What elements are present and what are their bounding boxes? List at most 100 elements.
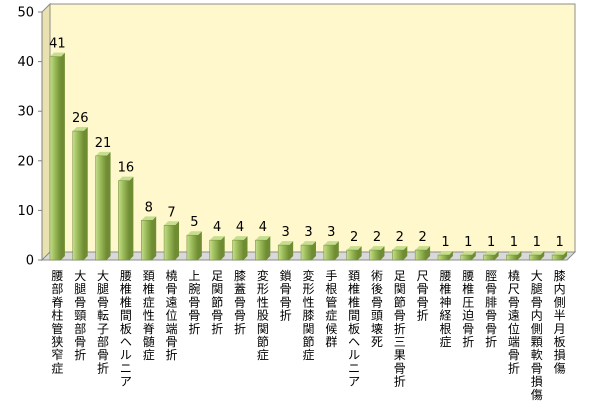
y-tick-label: 10	[17, 204, 34, 219]
category-label: 上腕骨骨折	[188, 269, 200, 336]
bar-side	[289, 241, 294, 260]
bar-side	[403, 246, 408, 260]
bar-side	[517, 251, 522, 260]
data-label: 5	[190, 215, 198, 230]
data-label: 21	[95, 136, 112, 151]
category-label: 腰椎神経根症	[439, 269, 451, 349]
y-tick-label: 20	[17, 154, 34, 169]
bar-side	[380, 246, 385, 260]
bar-top	[49, 52, 65, 57]
bar-front	[414, 249, 427, 261]
bar	[460, 251, 476, 261]
bar-top	[369, 246, 385, 251]
bar-front	[437, 254, 450, 261]
bar-top	[186, 231, 202, 236]
data-label: 3	[282, 225, 290, 240]
bar-top	[460, 251, 476, 256]
bars	[49, 52, 568, 261]
bar-front	[323, 244, 336, 261]
bar	[186, 231, 202, 261]
data-label: 2	[350, 230, 358, 245]
bar-front	[186, 234, 199, 261]
bar-top	[323, 241, 339, 246]
bar-front	[232, 239, 244, 261]
category-label: 橈骨遠位端骨折	[166, 269, 178, 362]
bar-top	[392, 246, 408, 251]
category-label: 腰椎圧迫骨折	[462, 269, 474, 349]
bar-top	[346, 246, 362, 251]
category-label: 術後骨頭壊死	[371, 269, 383, 349]
y-tick-label: 0	[26, 254, 34, 269]
bar-top	[437, 251, 453, 256]
bar-side	[494, 251, 499, 260]
bar	[346, 246, 362, 261]
category-labels: 腰部脊柱管狭窄症大腿骨頸部骨折大腿骨転子部骨折腰椎椎間板ヘルニア頚椎症性脊髄症橈…	[51, 268, 565, 402]
bar-front	[506, 254, 518, 261]
data-label: 4	[259, 220, 267, 235]
category-label: 足関節骨折	[211, 269, 223, 336]
bar	[300, 241, 316, 261]
y-axis: 0 10 20 30 40 50	[17, 6, 43, 269]
bar	[483, 251, 499, 261]
bar	[118, 176, 134, 261]
category-label: 鎖骨骨折	[280, 268, 292, 323]
plot-area	[40, 2, 577, 262]
data-label: 3	[327, 225, 335, 240]
data-label: 4	[213, 220, 221, 235]
bar-side	[357, 246, 362, 260]
bar-side	[540, 251, 545, 260]
bar	[140, 216, 157, 261]
bar	[163, 221, 180, 261]
data-label: 1	[441, 235, 449, 250]
category-label: 頚椎症性脊髄症	[143, 269, 155, 362]
bar	[49, 52, 65, 261]
bar	[323, 241, 339, 261]
data-label: 2	[373, 230, 381, 245]
bar-side	[563, 251, 568, 260]
bar	[209, 236, 225, 261]
bar-top	[164, 221, 180, 226]
bar-top	[552, 251, 568, 256]
data-label: 3	[304, 225, 312, 240]
bar	[369, 246, 385, 261]
category-label: 膝内側半月板損傷	[554, 269, 566, 375]
bar-side	[152, 216, 157, 260]
bar-front	[460, 254, 473, 261]
bar-side	[243, 236, 248, 260]
bar-top	[483, 251, 499, 256]
category-label: 膝蓋骨骨折	[234, 269, 246, 336]
bar-side	[106, 151, 111, 260]
bar	[529, 251, 545, 261]
category-label: 足関節骨折三果骨折	[394, 269, 406, 389]
data-label: 1	[555, 235, 563, 250]
y-tick-label: 50	[17, 6, 34, 21]
bar-top	[141, 216, 157, 221]
bar-side	[311, 241, 316, 260]
bar	[72, 127, 88, 261]
data-label: 41	[49, 37, 66, 52]
bar-front	[483, 254, 495, 261]
bar-front	[392, 249, 404, 261]
bar	[437, 251, 453, 261]
category-label: 橈尺骨遠位端骨折	[508, 269, 520, 375]
bar-side	[197, 231, 202, 260]
bar-front	[140, 220, 153, 261]
category-label: 頚椎椎間板ヘルニア	[348, 269, 360, 389]
category-label: 大腿骨頸部骨折	[74, 269, 86, 362]
bar-front	[277, 244, 290, 261]
data-label: 16	[118, 161, 135, 176]
bar-top	[72, 127, 88, 132]
bar-side	[448, 251, 453, 260]
bar-side	[220, 236, 225, 260]
bar-front	[49, 56, 62, 261]
bar-top	[95, 151, 111, 156]
category-label: 腰部脊柱管狭窄症	[51, 269, 63, 375]
category-label: 脛骨腓骨骨折	[485, 269, 497, 349]
bar-top	[529, 251, 545, 256]
bar-top	[118, 176, 134, 181]
bar-top	[278, 241, 294, 246]
bar-top	[301, 241, 316, 246]
bar-top	[506, 251, 522, 256]
